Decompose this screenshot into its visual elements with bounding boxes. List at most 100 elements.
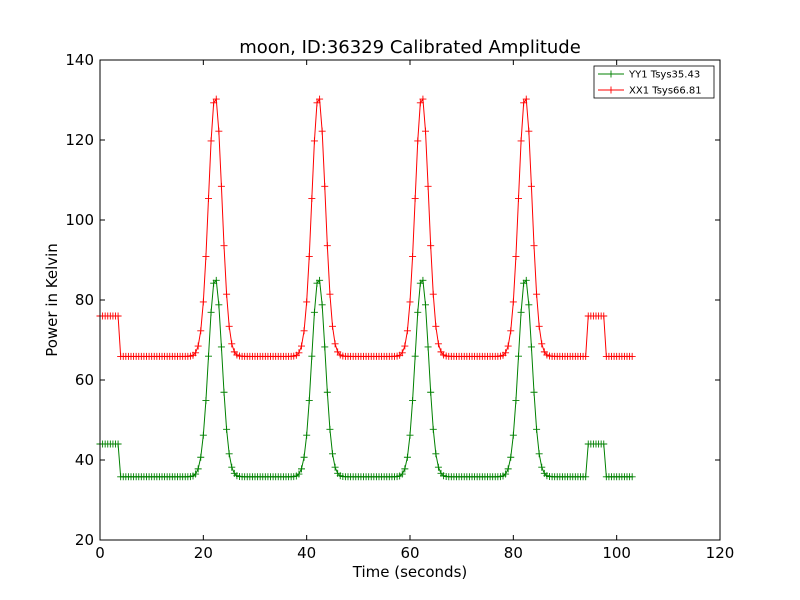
data-point (525, 301, 533, 309)
legend-marker (607, 70, 615, 78)
data-point (326, 425, 334, 433)
data-point (434, 340, 442, 348)
data-point (300, 453, 308, 461)
data-point (520, 99, 528, 107)
data-point (600, 312, 608, 320)
data-point (406, 431, 414, 439)
data-point (323, 388, 331, 396)
data-point (406, 298, 414, 306)
x-tick-label: 60 (400, 544, 419, 562)
data-point (512, 253, 520, 261)
data-point (316, 95, 324, 103)
data-point (429, 425, 437, 433)
data-point (628, 352, 636, 360)
data-point (321, 343, 329, 351)
data-point (194, 342, 202, 350)
legend-marker (607, 86, 615, 94)
data-point (424, 182, 432, 190)
data-point (512, 397, 520, 405)
data-point (215, 127, 223, 135)
x-tick-label: 0 (95, 544, 105, 562)
legend-label: YY1 Tsys35.43 (628, 70, 700, 81)
data-point (305, 397, 313, 405)
data-point (403, 453, 411, 461)
data-point (429, 290, 437, 298)
data-point (504, 342, 512, 350)
data-point (295, 349, 303, 357)
data-point (535, 322, 543, 330)
x-tick-label: 80 (504, 544, 523, 562)
data-point (530, 388, 538, 396)
legend-entry: YY1 Tsys35.43 (598, 70, 700, 81)
data-point (308, 194, 316, 202)
plot-frame (99, 59, 721, 541)
data-point (504, 465, 512, 473)
data-point (530, 242, 538, 250)
data-point (329, 322, 336, 330)
data-point (398, 470, 406, 478)
data-point (507, 453, 515, 461)
y-tick-label: 120 (65, 131, 94, 149)
data-point (223, 290, 231, 298)
data-point (401, 465, 409, 473)
data-point (192, 470, 200, 478)
data-point (194, 465, 202, 473)
data-point (535, 450, 543, 458)
data-point (628, 473, 636, 481)
data-point (207, 308, 215, 316)
data-point (416, 99, 424, 107)
legend-box (593, 65, 715, 99)
data-point (522, 95, 530, 103)
data-point (310, 308, 318, 316)
data-point (398, 349, 406, 357)
data-point (411, 194, 419, 202)
data-point (192, 349, 200, 357)
data-point (210, 99, 218, 107)
data-point (303, 431, 311, 439)
data-point (432, 450, 440, 458)
data-point (432, 322, 440, 330)
data-point (502, 470, 510, 478)
data-point (409, 253, 417, 261)
data-point (331, 340, 339, 348)
data-point (331, 463, 339, 471)
data-point (502, 349, 510, 357)
data-point (424, 343, 432, 351)
data-point (515, 352, 522, 360)
data-point (517, 137, 525, 145)
x-tick-label: 100 (602, 544, 631, 562)
data-point (427, 242, 435, 250)
data-point (527, 343, 535, 351)
data-point (212, 276, 220, 284)
data-point (197, 327, 205, 335)
data-point (298, 465, 305, 473)
data-point (199, 298, 207, 306)
data-point (422, 127, 429, 135)
series-yy1 (96, 276, 636, 481)
data-point (223, 425, 231, 433)
data-point (295, 470, 303, 478)
data-point (533, 425, 541, 433)
data-point (205, 352, 212, 360)
x-tick-label: 120 (706, 544, 735, 562)
data-point (207, 137, 215, 145)
data-point (114, 440, 122, 448)
y-tick-label: 60 (75, 371, 94, 389)
data-point (114, 312, 122, 320)
data-point (326, 290, 334, 298)
legend-label: XX1 Tsys66.81 (629, 86, 702, 97)
x-tick-label: 20 (194, 544, 213, 562)
data-point (517, 308, 525, 316)
data-point (323, 242, 331, 250)
data-point (217, 343, 225, 351)
data-point (411, 352, 419, 360)
data-point (313, 99, 321, 107)
data-point (199, 431, 207, 439)
data-point (321, 182, 329, 190)
data-point (305, 253, 313, 261)
data-point (220, 388, 228, 396)
data-point (197, 453, 205, 461)
data-point (225, 450, 233, 458)
data-point (527, 182, 535, 190)
